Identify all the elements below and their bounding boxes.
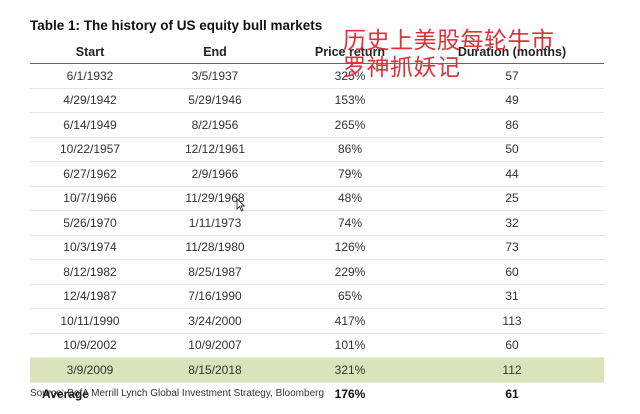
cell-price-return: 126%	[280, 235, 420, 260]
column-header-start: Start	[30, 40, 150, 64]
cell-start: 12/4/1987	[30, 284, 150, 309]
table-row: 10/11/1990 3/24/2000 417% 113	[30, 308, 604, 334]
cell-start: 6/14/1949	[30, 112, 150, 138]
cell-price-return: 65%	[280, 284, 420, 309]
cell-duration: 86	[420, 112, 604, 138]
cell-end: 3/5/1937	[150, 63, 280, 89]
cell-end: 11/28/1980	[150, 235, 280, 260]
table-row: 8/12/1982 8/25/1987 229% 60	[30, 259, 604, 285]
average-price-return: 176%	[280, 381, 420, 406]
cell-price-return: 321%	[280, 357, 420, 383]
cell-end: 8/25/1987	[150, 259, 280, 285]
table-row: 6/27/1962 2/9/1966 79% 44	[30, 161, 604, 187]
table-row: 12/4/1987 7/16/1990 65% 31	[30, 284, 604, 309]
cell-duration: 49	[420, 88, 604, 113]
table-row: 10/3/1974 11/28/1980 126% 73	[30, 235, 604, 260]
cell-end: 11/29/1968	[150, 186, 280, 211]
header-row: Start End Price return Duration (months)	[30, 40, 604, 64]
bull-market-table: Start End Price return Duration (months)…	[30, 40, 604, 406]
table-row: 6/14/1949 8/2/1956 265% 86	[30, 112, 604, 138]
table-body: 6/1/1932 3/5/1937 325% 57 4/29/1942 5/29/1946…	[30, 63, 604, 406]
cell-end: 2/9/1966	[150, 161, 280, 187]
average-row: Average 176% 61	[30, 381, 604, 406]
cell-end: 7/16/1990	[150, 284, 280, 309]
average-label: Average	[30, 381, 150, 406]
cell-end: 3/24/2000	[150, 308, 280, 334]
cell-start: 5/26/1970	[30, 210, 150, 236]
cell-end: 12/12/1961	[150, 137, 280, 162]
cell-price-return: 265%	[280, 112, 420, 138]
table-row: 10/22/1957 12/12/1961 86% 50	[30, 137, 604, 162]
cell-start: 3/9/2009	[30, 357, 150, 383]
cell-price-return: 48%	[280, 186, 420, 211]
cell-duration: 60	[420, 259, 604, 285]
table-row: 4/29/1942 5/29/1946 153% 49	[30, 88, 604, 113]
average-end-cell	[150, 381, 280, 406]
cell-price-return: 153%	[280, 88, 420, 113]
table-row: 10/7/1966 11/29/1968 48% 25	[30, 186, 604, 211]
table-title: Table 1: The history of US equity bull m…	[30, 18, 323, 33]
cell-duration: 25	[420, 186, 604, 211]
cell-duration: 44	[420, 161, 604, 187]
cell-start: 10/7/1966	[30, 186, 150, 211]
cell-price-return: 79%	[280, 161, 420, 187]
cell-start: 4/29/1942	[30, 88, 150, 113]
table-row: 6/1/1932 3/5/1937 325% 57	[30, 63, 604, 89]
cell-price-return: 101%	[280, 333, 420, 358]
cell-end: 1/11/1973	[150, 210, 280, 236]
cell-duration: 60	[420, 333, 604, 358]
cell-price-return: 74%	[280, 210, 420, 236]
column-header-duration: Duration (months)	[420, 40, 604, 64]
cell-end: 10/9/2007	[150, 333, 280, 358]
cell-duration: 73	[420, 235, 604, 260]
cell-duration: 57	[420, 63, 604, 89]
cell-price-return: 417%	[280, 308, 420, 334]
mouse-pointer-icon	[236, 198, 246, 212]
cell-price-return: 86%	[280, 137, 420, 162]
table-row: 10/9/2002 10/9/2007 101% 60	[30, 333, 604, 358]
table-row: 3/9/2009 8/15/2018 321% 112	[30, 357, 604, 383]
cell-start: 6/27/1962	[30, 161, 150, 187]
cell-price-return: 229%	[280, 259, 420, 285]
cell-end: 8/15/2018	[150, 357, 280, 383]
cell-start: 6/1/1932	[30, 63, 150, 89]
cell-start: 10/11/1990	[30, 308, 150, 334]
column-header-price-return: Price return	[280, 40, 420, 64]
cell-duration: 32	[420, 210, 604, 236]
source-note: Source: BofA Merrill Lynch Global Invest…	[30, 388, 325, 399]
cell-start: 10/22/1957	[30, 137, 150, 162]
cell-duration: 113	[420, 308, 604, 334]
cell-duration: 50	[420, 137, 604, 162]
cell-duration: 31	[420, 284, 604, 309]
column-header-end: End	[150, 40, 280, 64]
cell-start: 10/9/2002	[30, 333, 150, 358]
table-row: 5/26/1970 1/11/1973 74% 32	[30, 210, 604, 236]
cell-end: 8/2/1956	[150, 112, 280, 138]
cell-duration: 112	[420, 357, 604, 383]
cell-price-return: 325%	[280, 63, 420, 89]
cell-end: 5/29/1946	[150, 88, 280, 113]
average-duration: 61	[420, 381, 604, 406]
cell-start: 10/3/1974	[30, 235, 150, 260]
cell-start: 8/12/1982	[30, 259, 150, 285]
